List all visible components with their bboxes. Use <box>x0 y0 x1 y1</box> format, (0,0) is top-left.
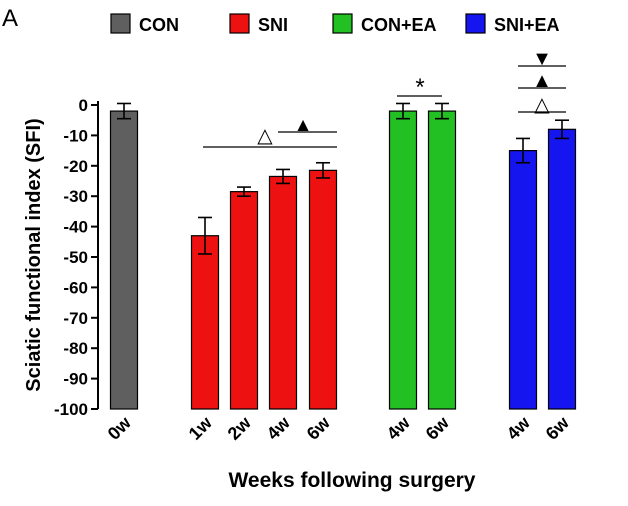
significance-annotations: △ ▲*▼▲△ <box>203 48 566 148</box>
significance-symbol: ▼ <box>532 48 552 70</box>
legend-label: CON+EA <box>361 15 437 35</box>
y-tick-label: -40 <box>63 218 88 237</box>
bar-sni-ea-6w <box>547 128 577 410</box>
y-tick-label: 0 <box>79 96 88 115</box>
bar-sni-2w <box>229 191 259 410</box>
legend-label: SNI+EA <box>494 15 560 35</box>
x-axis-label: Weeks following surgery <box>228 469 475 492</box>
bar-sni-6w <box>308 169 338 410</box>
x-tick-label: 6w <box>542 412 574 444</box>
x-tick-label: 4w <box>263 412 295 444</box>
bar-con-0w <box>109 110 139 410</box>
significance-symbol: ▲ <box>294 115 313 136</box>
bar-sni-4w <box>268 175 298 410</box>
legend-swatch <box>110 13 131 34</box>
legend-label: SNI <box>258 15 288 35</box>
y-tick-label: -10 <box>63 126 88 145</box>
x-tick-labels: 0w 1w 2w 4w 6w 4w 6w 4w 6w <box>104 412 574 444</box>
significance-symbol: △ <box>257 125 273 147</box>
significance-symbol: * <box>415 74 424 101</box>
y-tick-label: -90 <box>63 370 88 389</box>
y-tick-label: -50 <box>63 248 88 267</box>
x-tick-label: 4w <box>383 412 415 444</box>
y-tick-label: -30 <box>63 187 88 206</box>
legend-swatch <box>465 13 486 34</box>
legend: CON SNI CON+EA SNI+EA <box>110 13 560 35</box>
x-tick-label: 6w <box>422 412 454 444</box>
x-tick-label: 6w <box>303 412 335 444</box>
y-axis: 0 -10 -20 -30 -40 -50 -60 -70 -80 -90 -100 <box>54 96 99 419</box>
x-tick-label: 0w <box>104 412 136 444</box>
x-tick-label: 4w <box>503 412 535 444</box>
y-tick-label: -100 <box>54 400 88 419</box>
legend-label: CON <box>139 15 179 35</box>
y-tick-label: -20 <box>63 157 88 176</box>
significance-symbol: ▲ <box>532 70 552 92</box>
y-axis-label: Sciatic functional index (SFI) <box>23 118 45 391</box>
bars <box>109 102 577 410</box>
panel-label: A <box>2 5 18 32</box>
legend-swatch <box>332 13 353 34</box>
x-tick-label: 2w <box>224 412 256 444</box>
significance-symbol: △ <box>534 94 550 116</box>
bar-sni-ea-4w <box>508 150 538 410</box>
legend-swatch <box>229 13 250 34</box>
bar-con-ea-6w <box>427 110 457 410</box>
y-tick-label: -70 <box>63 309 88 328</box>
bar-sni-1w <box>190 235 220 410</box>
x-tick-label: 1w <box>185 412 217 444</box>
bar-con-ea-4w <box>388 110 418 410</box>
y-tick-label: -80 <box>63 339 88 358</box>
y-tick-label: -60 <box>63 278 88 297</box>
